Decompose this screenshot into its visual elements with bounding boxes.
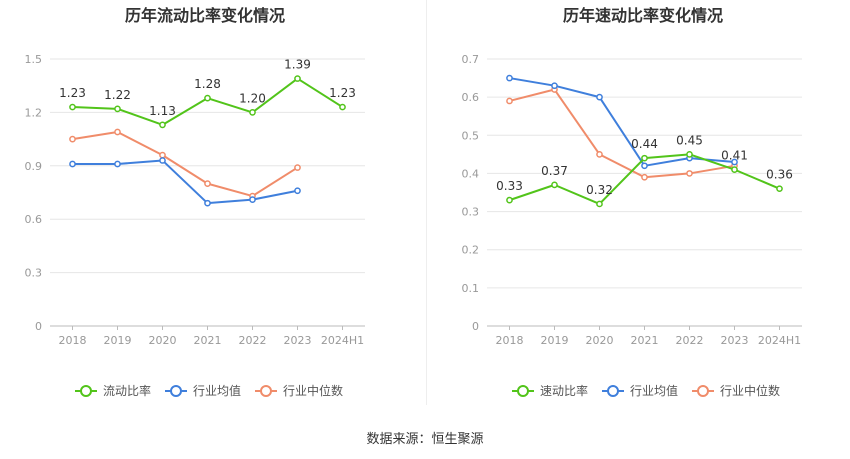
current-ratio-legend-swatch-marker — [80, 385, 92, 397]
quick-ratio-series-point-0 — [686, 151, 693, 158]
current-ratio-legend-label: 流动比率 — [103, 383, 151, 398]
quick-ratio-legend-label: 行业均值 — [630, 383, 678, 398]
quick-ratio-series-point-2 — [506, 97, 513, 105]
current-ratio-series-point-2 — [114, 128, 121, 136]
data-source-note: 数据来源：恒生聚源 — [366, 432, 484, 447]
quick-ratio-y-tick-label: 0.4 — [462, 167, 480, 180]
current-ratio-x-tick-label: 2024H1 — [321, 334, 364, 347]
current-ratio-series-point-2 — [204, 180, 211, 187]
current-ratio-series-point-0 — [339, 103, 346, 111]
current-ratio-y-tick-label: 0.9 — [25, 160, 43, 173]
quick-ratio-x-tick-label: 2024H1 — [758, 334, 801, 347]
quick-ratio-y-tick-label: 0.1 — [462, 282, 480, 295]
quick-ratio-series-point-0 — [596, 200, 603, 208]
current-ratio-y-tick-label: 1.2 — [25, 106, 43, 119]
current-ratio-series-line-2 — [72, 130, 299, 198]
current-ratio-y-tick-label: 0 — [35, 320, 42, 333]
current-ratio-data-label: 1.23 — [59, 86, 86, 100]
quick-ratio-chart: 历年速动比率变化情况 0 0.1 0.2 0.3 0.4 0.5 0.6 0.7 2018 2019… — [462, 6, 802, 398]
current-ratio-x-tick-label: 2019 — [104, 334, 132, 347]
panel-divider — [426, 0, 427, 405]
quick-ratio-y-tick-label: 0.2 — [462, 244, 480, 257]
current-ratio-x-tick-label: 2022 — [239, 334, 267, 347]
current-ratio-series-point-1 — [249, 196, 256, 203]
quick-ratio-series-point-2 — [641, 173, 648, 181]
quick-ratio-data-label: 0.33 — [496, 179, 523, 193]
quick-ratio-data-label: 0.36 — [766, 168, 793, 182]
current-ratio-series-point-2 — [69, 135, 76, 143]
quick-ratio-series-point-1 — [731, 158, 738, 166]
current-ratio-series-point-0 — [204, 94, 211, 102]
current-ratio-title: 历年流动比率变化情况 — [125, 6, 285, 25]
quick-ratio-series-point-1 — [506, 74, 513, 82]
current-ratio-x-tick-label: 2018 — [59, 334, 87, 347]
current-ratio-chart: 历年流动比率变化情况 0 0.3 0.6 0.9 1.2 1.5 2018 2019 2020 20… — [25, 6, 365, 398]
current-ratio-series-point-2 — [159, 151, 166, 159]
current-ratio-series-point-0 — [69, 103, 76, 111]
current-ratio-series-point-1 — [69, 160, 76, 168]
quick-ratio-series-point-0 — [551, 181, 558, 189]
current-ratio-y-tick-label: 0.6 — [25, 213, 43, 226]
quick-ratio-series-point-1 — [641, 162, 648, 170]
quick-ratio-y-tick-label: 0.5 — [462, 129, 480, 142]
current-ratio-series-point-1 — [159, 157, 166, 164]
quick-ratio-series-point-2 — [596, 151, 603, 158]
current-ratio-x-tick-label: 2020 — [149, 334, 177, 347]
quick-ratio-y-tick-label: 0.6 — [462, 91, 480, 104]
quick-ratio-series-point-0 — [776, 185, 783, 193]
quick-ratio-data-label: 0.32 — [586, 183, 613, 197]
quick-ratio-series-point-0 — [641, 154, 648, 162]
current-ratio-data-label: 1.20 — [239, 91, 266, 105]
quick-ratio-data-label: 0.45 — [676, 133, 703, 147]
quick-ratio-data-label: 0.44 — [631, 137, 658, 151]
current-ratio-series-line-1 — [72, 159, 298, 205]
quick-ratio-legend-swatch-marker — [697, 385, 709, 397]
quick-ratio-x-tick-label: 2021 — [631, 334, 659, 347]
current-ratio-data-label: 1.13 — [149, 104, 176, 118]
quick-ratio-x-tick-label: 2020 — [586, 334, 614, 347]
current-ratio-series-point-2 — [294, 164, 301, 171]
current-ratio-y-tick-label: 0.3 — [25, 267, 43, 280]
current-ratio-series-point-0 — [294, 75, 301, 82]
current-ratio-data-label: 1.28 — [194, 77, 221, 91]
current-ratio-data-label: 1.22 — [104, 88, 131, 102]
quick-ratio-legend-label: 速动比率 — [540, 383, 588, 398]
quick-ratio-series-line-1 — [509, 77, 735, 167]
quick-ratio-x-tick-label: 2019 — [541, 334, 569, 347]
current-ratio-series-point-1 — [294, 187, 301, 195]
current-ratio-data-label: 1.23 — [329, 86, 356, 100]
quick-ratio-data-label: 0.37 — [541, 164, 568, 178]
quick-ratio-series-point-1 — [596, 93, 603, 101]
quick-ratio-series-point-0 — [506, 196, 513, 204]
quick-ratio-data-label: 0.41 — [721, 149, 748, 163]
quick-ratio-series-line-2 — [509, 88, 735, 179]
current-ratio-series-point-0 — [159, 121, 166, 129]
quick-ratio-y-tick-label: 0 — [472, 320, 479, 333]
current-ratio-data-label: 1.39 — [284, 58, 311, 72]
quick-ratio-title: 历年速动比率变化情况 — [563, 6, 723, 25]
current-ratio-x-tick-label: 2021 — [194, 334, 222, 347]
quick-ratio-legend-swatch-marker — [517, 385, 529, 397]
current-ratio-legend-swatch-marker — [260, 385, 272, 397]
current-ratio-series-point-1 — [204, 199, 211, 207]
quick-ratio-series-point-0 — [731, 166, 738, 173]
quick-ratio-series-point-1 — [551, 82, 558, 90]
quick-ratio-series-point-2 — [686, 170, 693, 177]
current-ratio-series-point-0 — [249, 109, 256, 116]
current-ratio-legend-label: 行业均值 — [193, 383, 241, 398]
quick-ratio-x-tick-label: 2022 — [676, 334, 704, 347]
quick-ratio-legend-swatch-marker — [607, 385, 619, 397]
current-ratio-x-tick-label: 2023 — [284, 334, 312, 347]
quick-ratio-y-tick-label: 0.3 — [462, 206, 480, 219]
current-ratio-legend-label: 行业中位数 — [283, 383, 343, 398]
current-ratio-legend-swatch-marker — [170, 385, 182, 397]
quick-ratio-legend-label: 行业中位数 — [720, 383, 780, 398]
quick-ratio-x-tick-label: 2018 — [496, 334, 524, 347]
current-ratio-y-tick-label: 1.5 — [25, 53, 43, 66]
quick-ratio-y-tick-label: 0.7 — [462, 53, 480, 66]
current-ratio-series-point-1 — [114, 160, 121, 168]
current-ratio-series-point-0 — [114, 105, 121, 113]
quick-ratio-x-tick-label: 2023 — [721, 334, 749, 347]
